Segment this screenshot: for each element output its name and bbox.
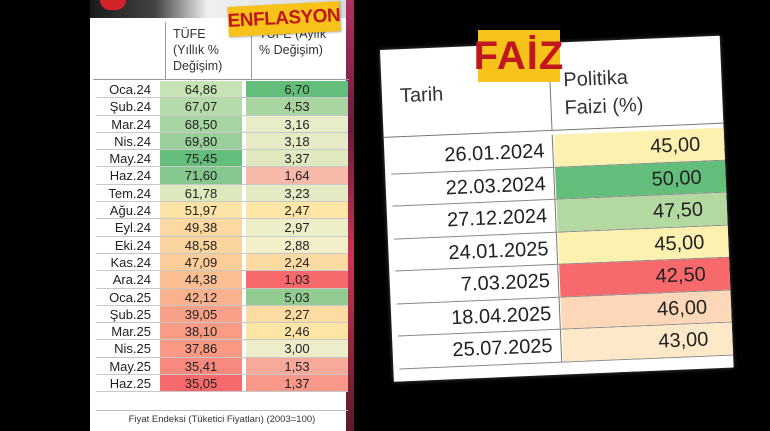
table-row: Tem.24 61,78 3,23 — [96, 184, 348, 203]
table-row: Ara.24 44,38 1,03 — [96, 271, 348, 289]
month-cell: Ağu.24 — [109, 203, 151, 219]
month-cell: Oca.24 — [109, 82, 151, 97]
table-row: Şub.24 67,07 4,53 — [96, 98, 348, 116]
header-divider — [165, 22, 166, 80]
interest-panel: Tarih Politika Faizi (%) 26.01.2024 45,00… — [380, 35, 734, 382]
monthly-cpi-cell: 4,53 — [246, 98, 348, 115]
monthly-cpi-cell: 2,88 — [246, 236, 348, 253]
annual-cpi-cell: 48,58 — [160, 236, 242, 253]
table-row: Şub.25 39,05 2,27 — [96, 305, 348, 324]
monthly-cpi-cell: 1,37 — [246, 375, 348, 392]
annual-cpi-cell: 68,50 — [160, 115, 242, 132]
table-row: May.24 75,45 3,37 — [96, 150, 348, 168]
table-row: Mar.25 38,10 2,46 — [96, 323, 348, 341]
monthly-cpi-cell: 1,53 — [246, 357, 348, 375]
annual-cpi-cell: 44,38 — [160, 271, 242, 288]
month-cell: Nis.24 — [114, 133, 151, 149]
date-cell: 25.07.2025 — [452, 335, 554, 362]
annual-cpi-cell: 49,38 — [160, 219, 242, 236]
date-cell: 26.01.2024 — [443, 140, 545, 167]
annual-cpi-cell: 42,12 — [160, 288, 242, 305]
table-row: Mar.24 68,50 3,16 — [96, 115, 348, 133]
inflation-table-header: TÜFE (Yıllık % Değişim) TÜFE (Aylık % De… — [93, 22, 349, 80]
monthly-cpi-cell: 1,03 — [246, 271, 348, 288]
monthly-cpi-cell: 2,24 — [246, 253, 348, 271]
month-cell: Kas.24 — [110, 254, 151, 270]
header-annual-cpi: TÜFE (Yıllık % Değişim) — [173, 27, 223, 73]
month-cell: Haz.24 — [109, 168, 151, 184]
annual-cpi-cell: 35,41 — [160, 357, 242, 375]
table-row: Nis.24 69,80 3,18 — [96, 132, 348, 151]
date-cell: 7.03.2025 — [460, 270, 551, 296]
monthly-cpi-cell: 2,46 — [246, 323, 348, 340]
annual-cpi-cell: 37,86 — [160, 340, 242, 357]
annual-cpi-cell: 61,78 — [160, 184, 242, 202]
date-cell: 18.04.2025 — [450, 302, 552, 329]
brand-mark — [100, 0, 126, 10]
header-date: Tarih — [399, 83, 444, 108]
table-row: Kas.24 47,09 2,24 — [96, 253, 348, 272]
month-cell: Mar.24 — [111, 116, 151, 132]
monthly-cpi-cell: 2,27 — [246, 305, 348, 323]
annual-cpi-cell: 51,97 — [160, 202, 242, 219]
month-cell: Haz.25 — [109, 376, 151, 392]
annual-cpi-cell: 71,60 — [160, 167, 242, 184]
table-row: May.25 35,41 1,53 — [96, 357, 348, 376]
monthly-cpi-cell: 3,37 — [246, 150, 348, 167]
annual-cpi-cell: 69,80 — [160, 132, 242, 150]
monthly-cpi-cell: 3,18 — [246, 132, 348, 150]
annual-cpi-cell: 64,86 — [160, 81, 242, 98]
interest-table-body: 26.01.2024 45,00 22.03.2024 50,00 27.12.2024… — [389, 127, 734, 369]
monthly-cpi-cell: 3,16 — [246, 115, 348, 132]
annual-cpi-cell: 38,10 — [160, 323, 242, 340]
month-cell: May.24 — [109, 151, 151, 167]
month-cell: Eki.24 — [114, 237, 151, 253]
inflation-table-body: Oca.24 64,86 6,70 Şub.24 67,07 4,53 Mar.24 68,5… — [96, 81, 348, 393]
month-cell: Mar.25 — [111, 324, 151, 340]
month-cell: Nis.25 — [114, 341, 151, 357]
annual-cpi-cell: 67,07 — [160, 98, 242, 115]
month-cell: Eyl.24 — [114, 220, 151, 236]
annual-cpi-cell: 39,05 — [160, 305, 242, 323]
monthly-cpi-cell: 2,47 — [246, 202, 348, 219]
table-row: Nis.25 37,86 3,00 — [96, 340, 348, 358]
month-cell: Tem.24 — [108, 185, 151, 201]
monthly-cpi-cell: 3,23 — [246, 184, 348, 202]
annual-cpi-cell: 75,45 — [160, 150, 242, 167]
table-row: Haz.24 71,60 1,64 — [96, 167, 348, 185]
table-row: Oca.24 64,86 6,70 — [96, 81, 348, 99]
date-cell: 22.03.2024 — [445, 172, 547, 199]
month-cell: May.25 — [109, 358, 151, 374]
month-cell: Şub.25 — [109, 306, 151, 322]
month-cell: Ara.24 — [112, 272, 151, 288]
monthly-cpi-cell: 6,70 — [246, 81, 348, 98]
table-row: Eki.24 48,58 2,88 — [96, 236, 348, 254]
annual-cpi-cell: 47,09 — [160, 253, 242, 271]
header-divider — [251, 22, 252, 80]
inflation-footnote: Fiyat Endeksi (Tüketici Fiyatları) (2003… — [96, 410, 348, 428]
table-row: Haz.25 35,05 1,37 — [96, 375, 348, 393]
policy-rate-cell: 43,00 — [561, 322, 734, 362]
month-cell: Oca.25 — [109, 289, 151, 305]
month-cell: Şub.24 — [109, 99, 151, 115]
table-row: Oca.25 42,12 5,03 — [96, 288, 348, 306]
table-row: Ağu.24 51,97 2,47 — [96, 202, 348, 220]
monthly-cpi-cell: 3,00 — [246, 340, 348, 357]
monthly-cpi-cell: 1,64 — [246, 167, 348, 184]
monthly-cpi-cell: 5,03 — [246, 288, 348, 305]
header-policy-rate: Politika Faizi (%) — [562, 66, 644, 120]
panel-edge-decoration — [346, 0, 354, 431]
interest-title-badge: FAİZ — [474, 30, 563, 82]
date-cell: 27.12.2024 — [446, 205, 548, 232]
inflation-title-badge: ENFLASYON — [227, 1, 341, 37]
annual-cpi-cell: 35,05 — [160, 375, 242, 392]
monthly-cpi-cell: 2,97 — [246, 219, 348, 236]
table-row: Eyl.24 49,38 2,97 — [96, 219, 348, 237]
